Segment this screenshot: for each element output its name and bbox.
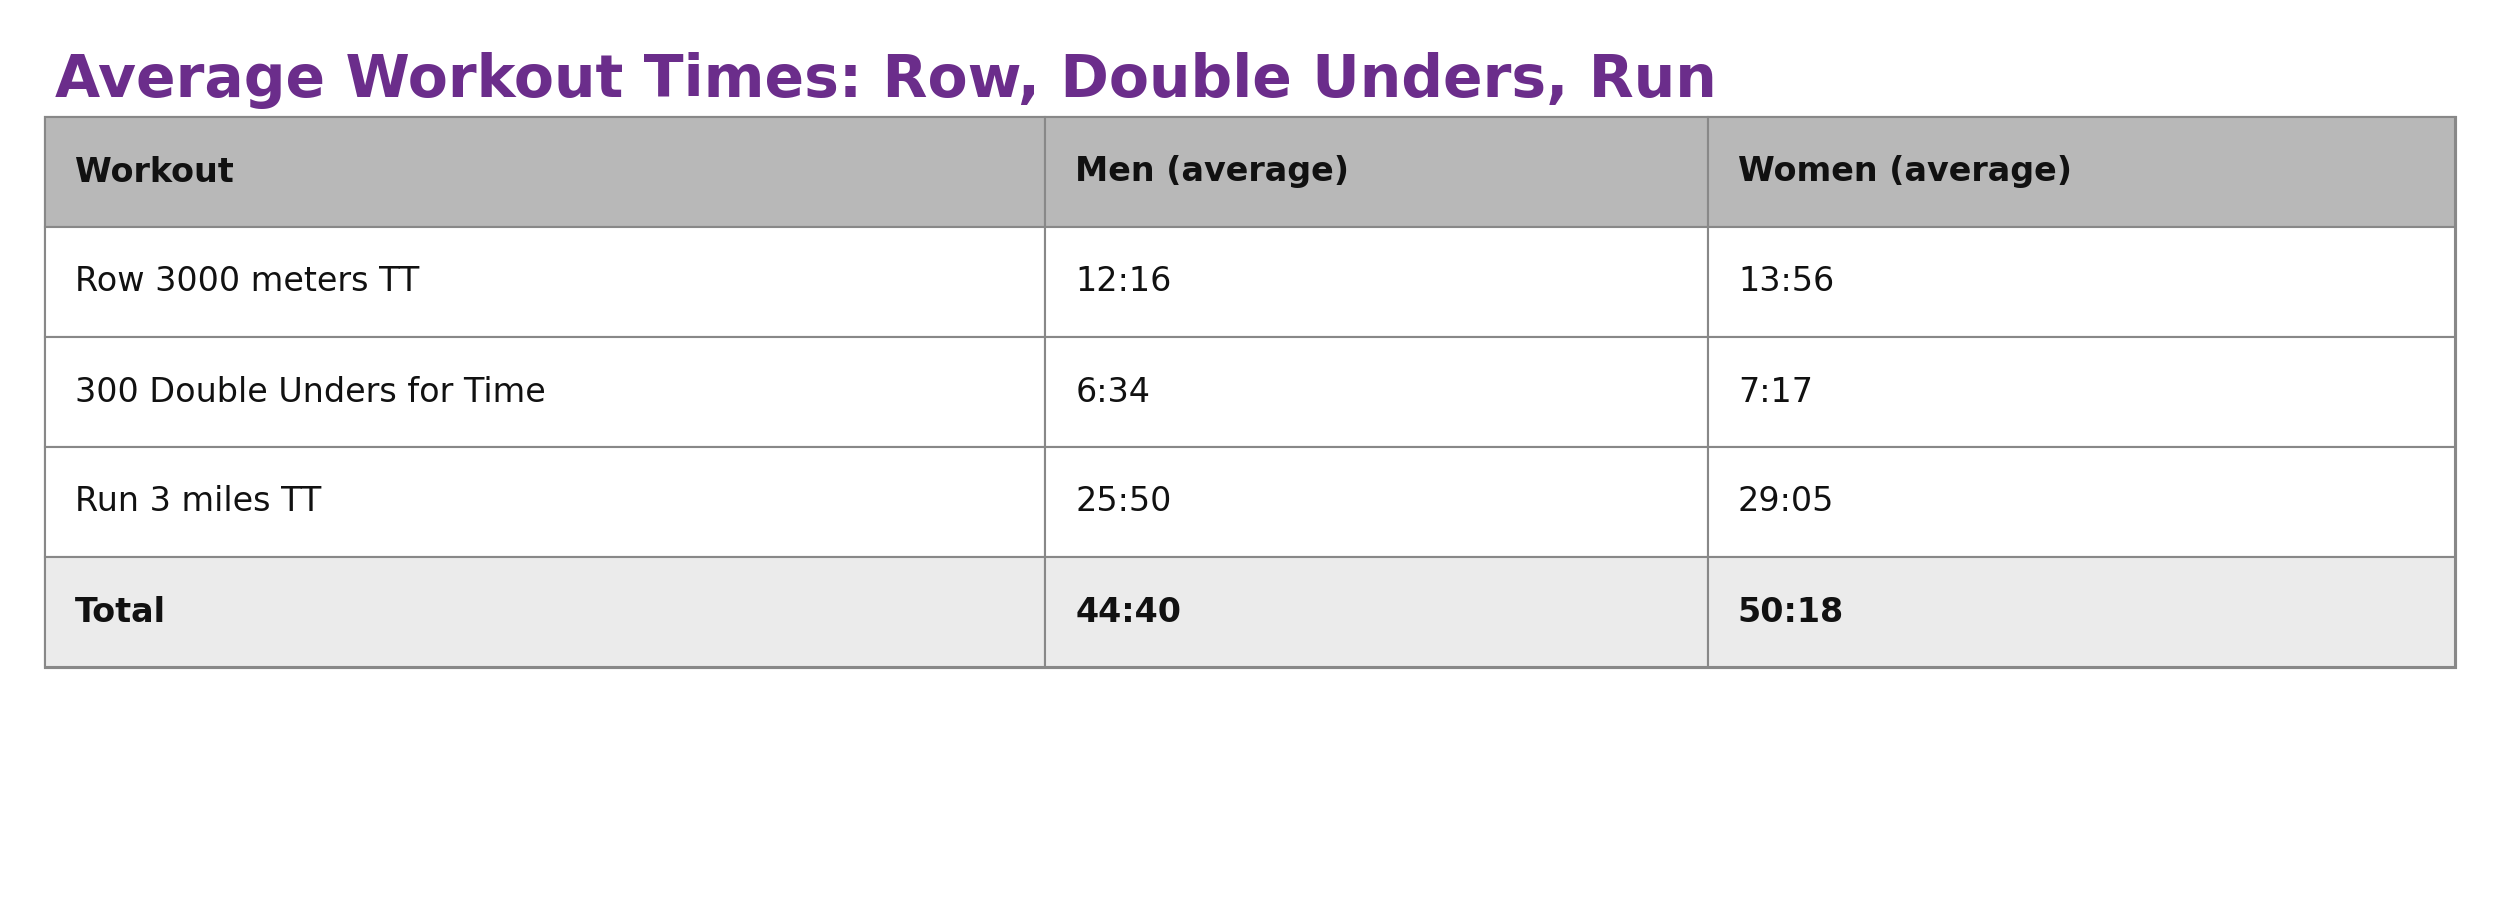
Text: 300 Double Unders for Time: 300 Double Unders for Time <box>75 375 545 408</box>
Bar <box>1045 227 1708 337</box>
Text: 25:50: 25:50 <box>1075 485 1172 519</box>
Text: Run 3 miles TT: Run 3 miles TT <box>75 485 320 519</box>
Text: Women (average): Women (average) <box>1737 155 2072 189</box>
Text: Total: Total <box>75 596 165 629</box>
Bar <box>45 117 2455 667</box>
Bar <box>45 117 1045 227</box>
Bar <box>45 557 1045 667</box>
Text: 50:18: 50:18 <box>1737 596 1845 629</box>
Bar <box>1708 227 2455 337</box>
Bar <box>1708 557 2455 667</box>
Text: Men (average): Men (average) <box>1075 155 1350 189</box>
Bar <box>1045 337 1708 447</box>
Bar <box>45 337 1045 447</box>
Text: 7:17: 7:17 <box>1737 375 1812 408</box>
Text: 44:40: 44:40 <box>1075 596 1180 629</box>
Bar <box>1708 117 2455 227</box>
Bar <box>1045 117 1708 227</box>
Bar <box>45 447 1045 557</box>
Text: 12:16: 12:16 <box>1075 266 1172 298</box>
Text: Workout: Workout <box>75 155 235 189</box>
Text: Row 3000 meters TT: Row 3000 meters TT <box>75 266 420 298</box>
Text: 13:56: 13:56 <box>1737 266 1835 298</box>
Bar <box>1045 447 1708 557</box>
Bar <box>45 227 1045 337</box>
Text: 6:34: 6:34 <box>1075 375 1150 408</box>
Bar <box>1045 557 1708 667</box>
Bar <box>1708 337 2455 447</box>
Bar <box>1708 447 2455 557</box>
Text: Average Workout Times: Row, Double Unders, Run: Average Workout Times: Row, Double Under… <box>55 52 1718 109</box>
Text: 29:05: 29:05 <box>1737 485 1835 519</box>
